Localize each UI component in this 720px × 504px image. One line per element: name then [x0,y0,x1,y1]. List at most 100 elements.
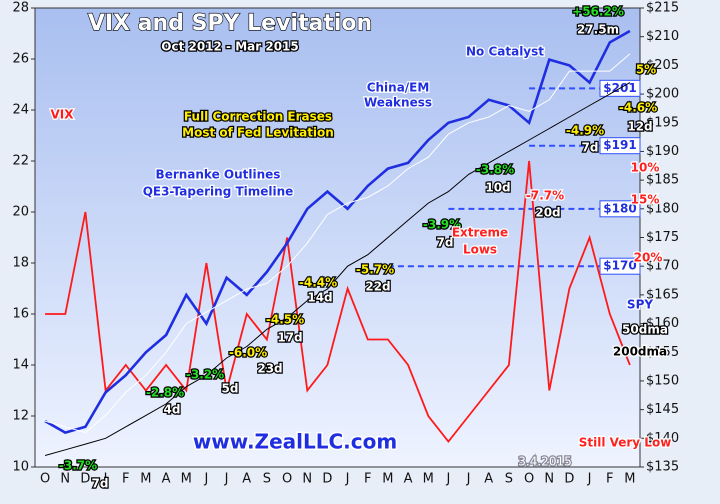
y-tick-label: 22 [12,154,29,169]
x-tick-label: M [423,472,434,487]
annotation: 22d [365,280,390,294]
y-tick-label: 20 [12,205,29,220]
x-tick-label: D [80,472,90,487]
annotation: -3.7% [59,459,97,473]
y-tick-label: 14 [12,358,29,373]
annotation: China/EM [367,81,430,95]
y2-tick-label: $135 [646,460,679,475]
annotation: -3.8% [476,163,514,177]
x-tick-label: N [60,472,70,487]
y-tick-label: 16 [12,307,29,322]
y2-tick-label: $190 [646,144,679,159]
series-label: VIX [50,108,74,122]
x-tick-label: J [445,472,450,487]
annotation: 27.5m [577,23,619,37]
y-tick-label: 28 [12,1,29,16]
x-tick-label: N [302,472,312,487]
x-tick-label: F [606,472,613,487]
annotation: -7.7% [526,189,564,203]
x-tick-label: M [181,472,192,487]
x-tick-label: M [624,472,635,487]
y2-tick-label: $155 [646,345,679,360]
x-tick-label: J [587,472,592,487]
x-tick-label: A [162,472,171,487]
annotation: -3.9% [423,218,461,232]
x-tick-label: A [484,472,493,487]
annotation: 12d [627,120,652,134]
x-tick-label: D [564,472,574,487]
reference-label-bg [599,137,641,155]
x-tick-label: J [345,472,350,487]
y2-tick-label: $205 [646,58,679,73]
y-tick-label: 26 [12,52,29,67]
annotation: 17d [277,331,302,345]
x-tick-label: O [40,472,50,487]
y2-tick-label: $180 [646,201,679,216]
annotation: QE3-Tapering Timeline [143,185,294,199]
y2-tick-label: $150 [646,373,679,388]
annotation: 23d [257,362,282,376]
reference-label: $191 [603,138,636,152]
annotation: www.ZealLLC.com [193,430,397,454]
x-tick-label: O [524,472,534,487]
x-tick-label: D [322,472,332,487]
annotation: -4.6% [619,101,657,115]
reference-label-bg [599,257,641,275]
annotation: 20% [634,251,663,265]
x-tick-label: A [242,472,251,487]
annotation: 14d [307,291,332,305]
series-label: 50dma [622,323,668,337]
annotation: -4.9% [566,124,604,138]
reference-label: $170 [603,259,636,273]
series-line [44,29,631,435]
x-tick-label: J [103,472,108,487]
annotation: 5% [636,63,656,77]
annotation: Lows [463,243,497,257]
annotation: 5d [222,382,239,396]
annotation: -3.2% [186,368,224,382]
annotation: +56.2% [572,5,624,19]
annotation: 3.4.2015 [518,455,571,469]
x-tick-label: J [224,472,229,487]
y-tick-label: 18 [12,256,29,271]
x-tick-label: S [505,472,513,487]
series-label: 200dma [613,345,667,359]
y2-tick-label: $195 [646,115,679,130]
annotation: 10% [631,161,660,175]
x-tick-label: F [122,472,129,487]
annotation: Most of Fed Levitation [182,126,334,140]
y2-tick-label: $145 [646,402,679,417]
annotation: 7d [437,236,454,250]
series-line [45,160,631,443]
y2-tick-label: $175 [646,230,679,245]
x-tick-label: O [282,472,292,487]
annotation: -4.5% [266,313,304,327]
x-tick-label: S [263,472,271,487]
annotation: 15% [631,193,660,207]
annotation: -4.4% [299,276,337,290]
y-tick-label: 10 [12,460,29,475]
y2-tick-label: $170 [646,259,679,274]
y2-tick-label: $165 [646,287,679,302]
y2-tick-label: $160 [646,316,679,331]
x-tick-label: M [382,472,393,487]
reference-label-bg [599,200,641,218]
annotation: 4d [164,403,181,417]
annotation: No Catalyst [466,45,544,59]
annotation: -5.7% [356,263,394,277]
annotation: -6.0% [229,346,267,360]
annotation: Bernanke Outlines [156,168,281,182]
y2-tick-label: $185 [646,173,679,188]
y2-tick-label: $140 [646,431,679,446]
x-tick-label: M [140,472,151,487]
annotation: 7d [92,477,109,491]
x-tick-label: A [404,472,413,487]
series-line [44,53,631,434]
plot-area [34,7,641,468]
series-label: SPY [627,298,653,312]
reference-label: $180 [603,201,636,215]
annotation: 7d [582,141,599,155]
annotation: 20d [535,206,560,220]
x-tick-label: J [466,472,471,487]
